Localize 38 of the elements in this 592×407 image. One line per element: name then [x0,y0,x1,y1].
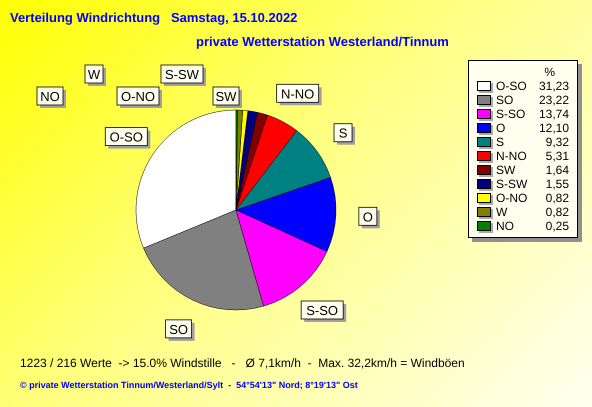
legend-label: O [496,121,506,135]
legend-label: N-NO [496,149,528,163]
category-label: S-SW [165,67,199,82]
legend-label: S-SO [496,107,526,121]
slice-label: S [338,126,348,141]
legend-label: S-SW [496,177,528,191]
text: © private Wetterstation Tinnum/Westerland/Sylt - 54°54'13" Nord; 8°19'13" Ost [20,380,358,390]
legend-label: O-SO [496,79,528,93]
data-label: 0,25 [546,219,569,233]
category-label: W [88,67,100,82]
data-label: 1,64 [546,163,569,177]
data-label: 0,82 [546,205,569,219]
data-label: 23,22 [538,93,569,107]
data-label: 13,74 [538,107,569,121]
legend-label: S [496,135,506,149]
data-label: 1,55 [546,177,569,191]
data-label: 0,82 [546,191,569,205]
slice-label: N-NO [281,86,314,102]
legend-label: SO [496,93,514,107]
slice-label: O-SO [110,130,143,145]
data-label: 31,23 [538,79,569,93]
slice-label: O [362,209,373,224]
chart-title: Verteilung Windrichtung Samstag, 15.10.2022 [10,10,298,25]
category-label: NO [40,89,60,104]
text: 1223 / 216 Werte -> 15.0% Windstille - Ø 7,1km/h - Max. 32,2km/h = Windböen [20,356,465,370]
data-label: 5,31 [546,149,569,163]
data-label: 9,32 [546,135,569,149]
legend-label: W [496,205,508,219]
category-label: O-NO [121,89,155,104]
legend-label: SW [496,163,516,177]
category-label: SW [216,89,236,104]
legend-label: NO [496,219,515,233]
legend-title: % [543,65,556,79]
slice-label: SO [169,322,188,337]
legend-label: O-NO [496,191,528,205]
data-label: 12,10 [538,121,569,135]
chart-subtitle: private Wetterstation Westerland/Tinnum [196,34,449,49]
slice-label: S-SO [306,302,338,318]
